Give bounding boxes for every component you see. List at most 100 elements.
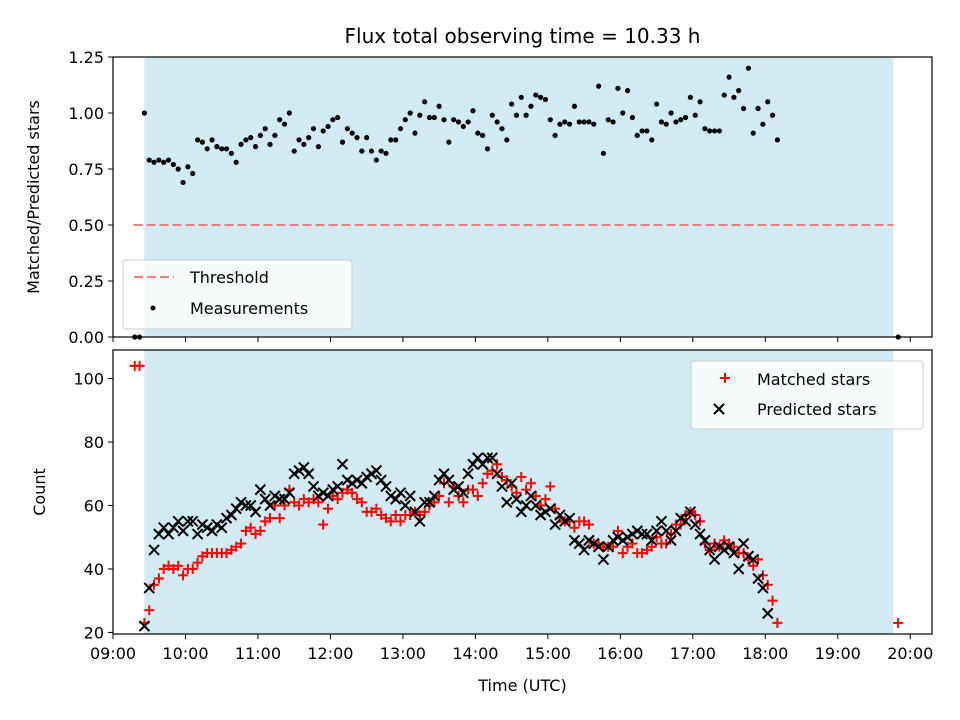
matched-star-point (356, 497, 367, 508)
measurement-point (296, 137, 302, 143)
bottom-xtick-label: 09:00 (90, 644, 136, 663)
matched-star-point (395, 516, 406, 527)
measurement-point (344, 126, 350, 132)
predicted-star-point (331, 480, 344, 493)
measurement-point (586, 119, 592, 125)
measurement-point (769, 112, 776, 118)
predicted-star-point (264, 499, 276, 512)
bottom-legend-box (690, 360, 924, 430)
predicted-stars-series (138, 452, 774, 632)
matched-star-point (627, 538, 638, 549)
matched-star-point (753, 554, 764, 565)
matched-star-point (893, 617, 904, 628)
predicted-star-point (515, 506, 527, 518)
legend-measurements-label: Measurements (190, 299, 308, 318)
bottom-xtick-label: 19:00 (815, 644, 861, 663)
bottom-ytick-label: 40 (84, 560, 104, 579)
predicted-star-point (375, 474, 387, 486)
measurement-point (330, 117, 336, 123)
measurement-point (378, 148, 384, 154)
matched-star-point (153, 573, 164, 584)
measurement-point (755, 105, 761, 112)
measurement-point (320, 128, 326, 134)
top-ytick-label: 0.50 (68, 216, 104, 235)
measurement-point (306, 135, 312, 141)
predicted-star-point (153, 528, 165, 540)
matched-star-point (274, 513, 285, 524)
matched-star-point (748, 560, 759, 571)
measurement-point (620, 110, 626, 116)
measurements-series (132, 65, 901, 340)
measurement-point (634, 132, 640, 138)
predicted-star-point (298, 461, 310, 474)
predicted-star-point (143, 582, 155, 594)
measurement-point (591, 121, 597, 127)
matched-star-point (516, 471, 527, 482)
measurement-point (692, 112, 698, 118)
predicted-star-point (394, 487, 407, 499)
measurement-point (740, 105, 747, 112)
measurement-point (170, 161, 176, 168)
predicted-star-point (728, 547, 740, 559)
bottom-xtick-label: 10:00 (162, 644, 208, 663)
predicted-star-point (428, 490, 441, 502)
measurement-point (538, 94, 544, 100)
measurement-point (480, 132, 486, 138)
predicted-star-point (708, 553, 721, 566)
measurement-point (151, 159, 157, 165)
predicted-star-point (399, 499, 412, 512)
matched-star-point (521, 484, 532, 495)
predicted-star-point (336, 458, 349, 470)
predicted-star-point (544, 502, 556, 515)
measurement-point (542, 96, 549, 103)
top-panel: 0.00 0.25 0.50 0.75 1.00 1.25 Flux total obse… (24, 24, 933, 347)
measurement-point (451, 117, 457, 123)
measurement-point (141, 110, 148, 116)
measurement-point (489, 112, 495, 118)
bottom-xtick-label: 20:00 (887, 644, 933, 663)
measurement-point (745, 65, 751, 71)
measurement-point (262, 126, 268, 132)
matched-star-point (265, 513, 276, 524)
matched-star-point (236, 538, 247, 549)
matched-star-point (757, 570, 768, 581)
matched-star-point (187, 563, 198, 574)
matched-star-point (144, 605, 155, 616)
measurement-point (214, 144, 220, 150)
measurement-point (765, 99, 771, 105)
measurement-point (359, 148, 365, 154)
bottom-xtick-label: 14:00 (452, 644, 498, 663)
measurement-point (518, 94, 524, 100)
top-ytick-label: 1.00 (68, 104, 104, 123)
measurement-point (393, 137, 399, 143)
bottom-ytick-label: 60 (84, 496, 104, 515)
matched-star-point (492, 459, 503, 470)
predicted-star-point (370, 464, 383, 477)
bottom-axis-ticks: 20 40 60 80 100 09:00 10:00 11:00 12:00 13:00 14:0… (73, 370, 933, 663)
matched-star-point (728, 541, 739, 552)
measurement-point (750, 130, 756, 136)
matched-star-point (443, 497, 454, 508)
measurement-point (509, 101, 515, 107)
measurement-point (219, 146, 225, 152)
measurement-point (465, 119, 471, 125)
measurement-point (470, 108, 476, 114)
predicted-star-point (646, 534, 658, 547)
predicted-star-point (592, 541, 605, 553)
measurement-point (678, 117, 684, 123)
measurement-point (639, 128, 645, 134)
matched-star-point (453, 490, 464, 501)
predicted-star-point (684, 506, 697, 518)
measurement-point (223, 146, 230, 152)
predicted-star-point (530, 499, 542, 512)
matched-star-point (149, 579, 160, 590)
measurement-point (668, 110, 674, 116)
measurement-point (711, 128, 718, 134)
predicted-star-point (549, 518, 561, 531)
predicted-star-point (733, 563, 745, 575)
matched-star-point (438, 478, 449, 489)
measurement-point (441, 117, 447, 123)
measurement-point (412, 130, 418, 136)
predicted-star-point (689, 518, 701, 531)
legend-measurements-swatch (150, 305, 156, 311)
